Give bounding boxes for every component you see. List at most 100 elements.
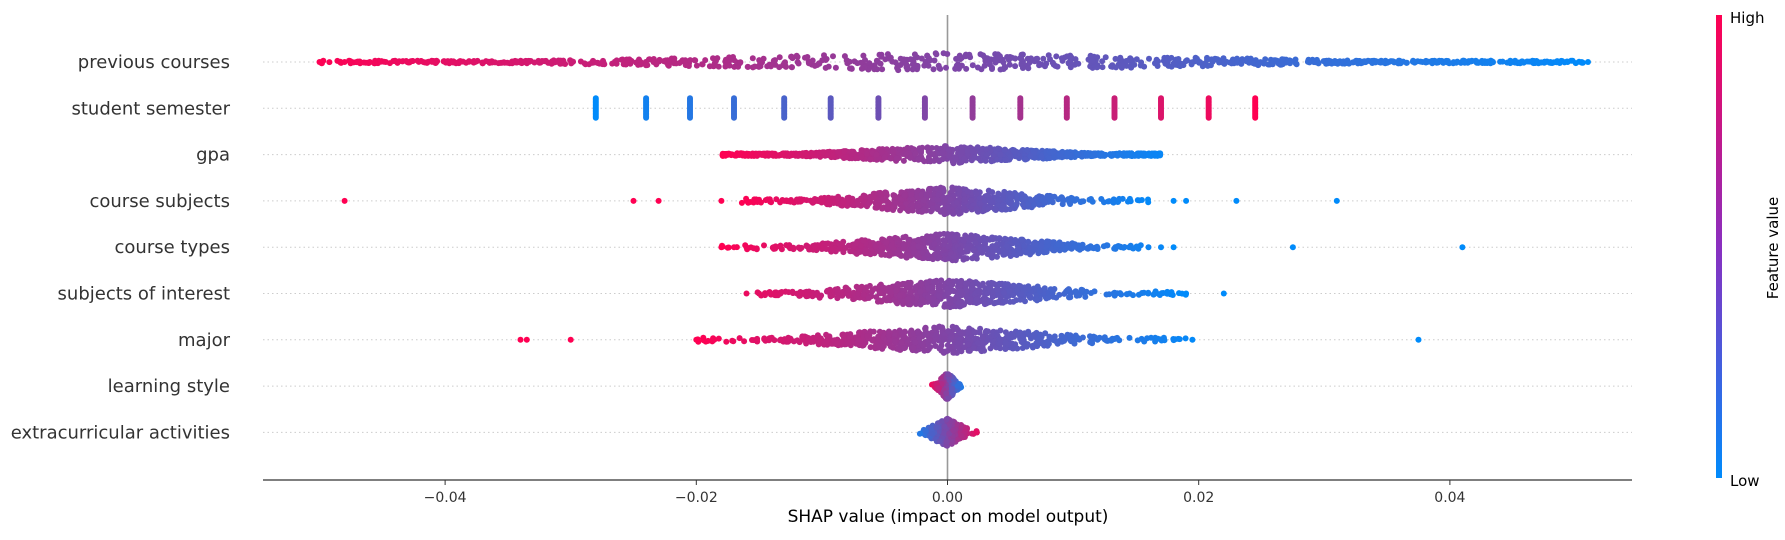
shap-point	[924, 145, 930, 151]
shap-point	[1535, 59, 1541, 65]
shap-point	[980, 281, 986, 287]
shap-point	[846, 243, 852, 249]
shap-point	[723, 57, 729, 63]
shap-point	[1055, 196, 1061, 202]
shap-point	[726, 245, 732, 251]
shap-point	[1010, 344, 1016, 350]
shap-point	[710, 55, 716, 61]
shap-point	[919, 145, 925, 151]
shap-point	[431, 58, 437, 64]
shap-point	[1002, 236, 1008, 242]
shap-point	[785, 339, 791, 345]
shap-point	[915, 237, 921, 243]
shap-point	[782, 59, 788, 65]
shap-point	[979, 348, 985, 354]
shap-point	[1520, 59, 1526, 65]
shap-point	[941, 50, 947, 56]
shap-point	[1055, 241, 1061, 247]
shap-point	[890, 149, 896, 155]
shap-point	[950, 350, 956, 356]
shap-point	[754, 246, 760, 252]
shap-point	[777, 54, 783, 60]
shap-point	[924, 331, 930, 337]
shap-point	[1258, 59, 1264, 65]
shap-point	[942, 197, 948, 203]
shap-point	[1124, 58, 1130, 64]
shap-point	[799, 334, 805, 340]
shap-point	[803, 150, 809, 156]
shap-point	[1001, 290, 1007, 296]
shap-point	[987, 57, 993, 63]
shap-point	[788, 151, 794, 157]
shap-point	[936, 255, 942, 261]
shap-point	[966, 341, 972, 347]
shap-point	[995, 146, 1001, 152]
shap-point	[1332, 60, 1338, 66]
shap-point	[799, 290, 805, 296]
shap-point	[445, 58, 451, 64]
shap-point	[1028, 153, 1034, 159]
shap-point	[885, 51, 891, 57]
shap-point	[1585, 59, 1591, 65]
shap-point	[737, 59, 743, 65]
shap-point	[993, 207, 999, 213]
shap-point	[1461, 58, 1467, 64]
shap-point	[901, 334, 907, 340]
shap-point	[949, 386, 955, 392]
shap-point	[656, 198, 662, 204]
shap-point	[1024, 147, 1030, 153]
shap-point	[1350, 59, 1356, 65]
shap-point	[383, 59, 389, 65]
shap-point	[971, 247, 977, 253]
shap-point	[1002, 299, 1008, 305]
shap-point	[961, 156, 967, 162]
shap-point	[1087, 333, 1093, 339]
shap-point	[1002, 147, 1008, 153]
shap-point	[903, 151, 909, 157]
shap-point	[466, 58, 472, 64]
shap-point	[966, 348, 972, 354]
shap-point	[995, 191, 1001, 197]
shap-point	[975, 209, 981, 215]
shap-point	[961, 205, 967, 211]
shap-point	[899, 205, 905, 211]
shap-point	[1238, 61, 1244, 67]
shap-point	[943, 349, 949, 355]
shap-point	[989, 158, 995, 164]
shap-point	[889, 242, 895, 248]
shap-point	[945, 290, 951, 296]
shap-point	[983, 146, 989, 152]
shap-point	[940, 149, 946, 155]
shap-point	[1112, 293, 1118, 299]
shap-point	[1118, 292, 1124, 298]
shap-point	[924, 53, 930, 59]
shap-point	[939, 343, 945, 349]
shap-point	[888, 344, 894, 350]
shap-point	[923, 191, 929, 197]
shap-point	[1038, 243, 1044, 249]
shap-point	[1011, 283, 1017, 289]
shap-point	[843, 154, 849, 160]
shap-point	[1018, 56, 1024, 62]
shap-point	[949, 188, 955, 194]
shap-point	[1157, 292, 1163, 298]
shap-point	[983, 245, 989, 251]
shap-point	[1279, 56, 1285, 62]
shap-point	[1136, 292, 1142, 298]
shap-point	[969, 255, 975, 261]
shap-point	[1158, 115, 1164, 121]
shap-point	[1325, 60, 1331, 66]
shap-point	[847, 334, 853, 340]
shap-point	[955, 340, 961, 346]
shap-point	[791, 246, 797, 252]
shap-point	[940, 156, 946, 162]
shap-point	[1053, 295, 1059, 301]
shap-point	[870, 194, 876, 200]
shap-point	[771, 337, 777, 343]
shap-point	[1469, 58, 1475, 64]
shap-point	[744, 198, 750, 204]
shap-point	[849, 151, 855, 157]
shap-point	[796, 61, 802, 67]
shap-point	[861, 238, 867, 244]
